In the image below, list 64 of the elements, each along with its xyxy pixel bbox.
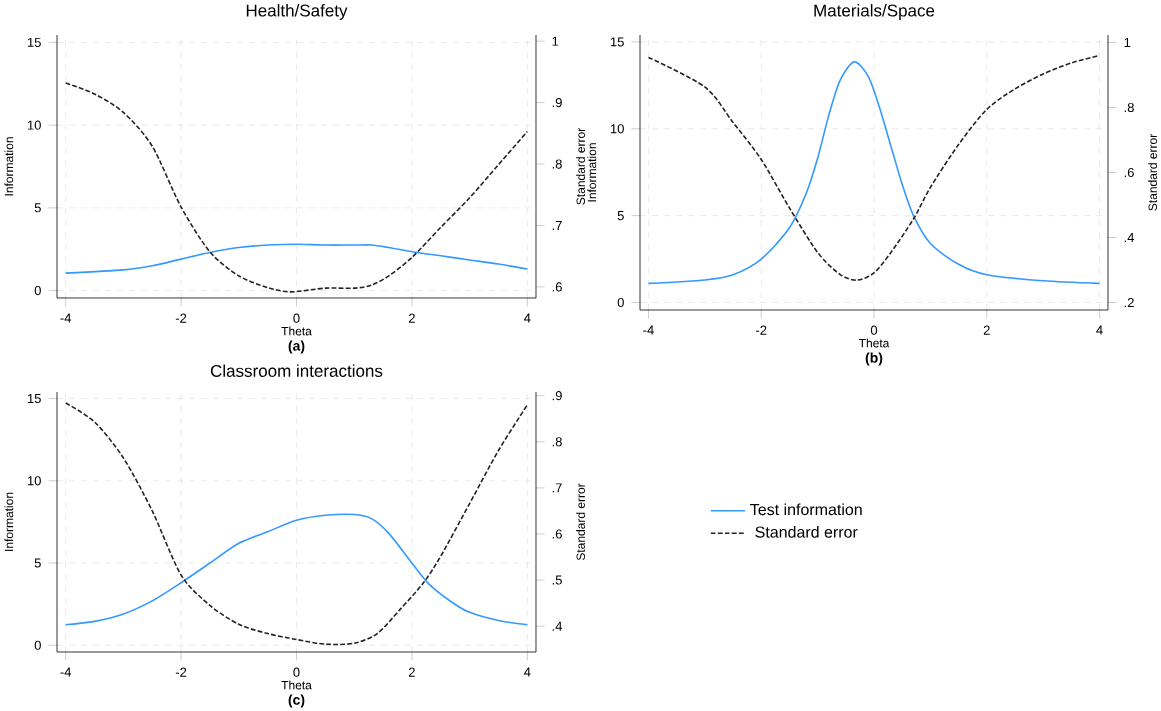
x-tick-label: -4 xyxy=(643,325,654,335)
legend-label: Standard error xyxy=(755,525,858,538)
x-tick-label: -4 xyxy=(60,667,72,677)
x-axis-title: Theta xyxy=(281,326,312,336)
y-tick-label: 10 xyxy=(610,124,624,134)
y-tick-label: 10 xyxy=(27,476,41,486)
y-tick-label: 15 xyxy=(27,37,41,47)
y-tick-label: 5 xyxy=(34,558,41,568)
x-tick-label: 0 xyxy=(293,667,300,677)
text: (b) xyxy=(865,352,883,366)
y2-tick-label: .7 xyxy=(552,221,562,230)
y2-tick-label: .5 xyxy=(552,575,562,585)
line-series xyxy=(64,402,529,646)
y2-tick-label: .2 xyxy=(1124,297,1134,308)
legend-label: Test information xyxy=(750,503,862,516)
y-tick-label: 0 xyxy=(34,285,41,296)
x-tick-label: 0 xyxy=(293,313,300,323)
y2-tick-label: .8 xyxy=(552,437,562,447)
y-axis-title: Information xyxy=(587,143,597,202)
chart-title: Materials/Space xyxy=(814,4,935,20)
y-tick-label: 5 xyxy=(34,203,41,213)
y2-tick-label: .8 xyxy=(1124,102,1134,113)
x-tick-label: -2 xyxy=(175,313,187,323)
x-tick-label: 2 xyxy=(408,313,415,323)
y2-tick-label: 1 xyxy=(552,36,559,46)
y2-axis-title: Standard error xyxy=(1148,134,1157,211)
y2-tick-label: .4 xyxy=(552,621,563,631)
y-axis-title: Information xyxy=(4,137,14,196)
line-series xyxy=(64,513,529,626)
chart-title: Classroom interactions xyxy=(210,364,383,377)
x-axis-title: Theta xyxy=(281,680,312,690)
y2-axis-title: Standard error xyxy=(576,483,585,561)
y2-tick-label: .9 xyxy=(552,98,562,108)
x-tick-label: 4 xyxy=(524,667,531,677)
y-tick-label: 0 xyxy=(617,297,624,308)
x-tick-label: -2 xyxy=(175,667,187,677)
y-tick-label: 5 xyxy=(617,211,624,221)
y2-tick-label: .6 xyxy=(552,529,562,539)
x-axis-title: Theta xyxy=(858,338,890,348)
text: (a) xyxy=(288,340,305,354)
y2-tick-label: .6 xyxy=(552,282,562,292)
x-tick-label: -4 xyxy=(60,313,72,323)
line-series xyxy=(64,82,529,293)
x-tick-label: 2 xyxy=(983,325,990,335)
x-tick-label: 4 xyxy=(1096,325,1103,335)
text: (c) xyxy=(288,694,305,708)
y2-tick-label: .6 xyxy=(1124,167,1134,178)
y-tick-label: 15 xyxy=(27,394,41,404)
x-tick-label: 0 xyxy=(870,325,878,335)
y2-axis-title: Standard error xyxy=(576,128,585,205)
line-series xyxy=(64,243,529,274)
chart-title: Health/Safety xyxy=(246,4,348,20)
y-tick-label: 15 xyxy=(610,37,624,47)
x-tick-label: 2 xyxy=(408,667,415,677)
y2-tick-label: .7 xyxy=(552,483,562,493)
y-tick-label: 10 xyxy=(27,120,41,130)
y-axis-title: Information xyxy=(4,492,14,551)
x-tick-label: 4 xyxy=(524,313,531,323)
y-tick-label: 0 xyxy=(34,640,41,650)
y2-tick-label: 1 xyxy=(1124,37,1131,47)
y2-tick-label: .4 xyxy=(1124,233,1135,242)
y2-tick-label: .9 xyxy=(552,391,562,401)
x-tick-label: -2 xyxy=(756,325,767,335)
y2-tick-label: .8 xyxy=(552,159,562,169)
